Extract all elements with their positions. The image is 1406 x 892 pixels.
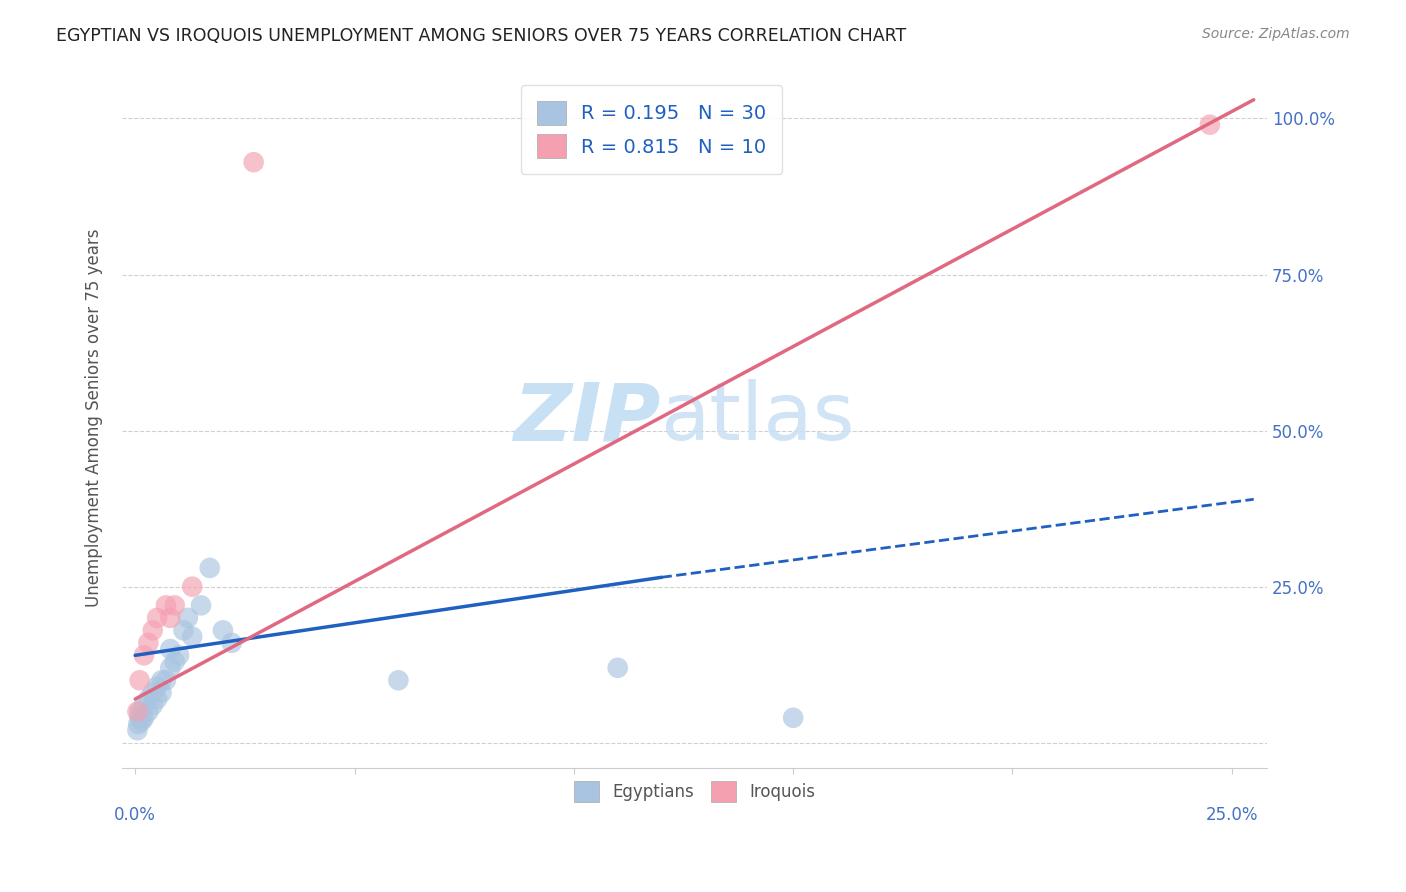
Point — [198, 561, 221, 575]
Point — [127, 705, 149, 719]
Point — [181, 580, 204, 594]
Point — [163, 655, 186, 669]
Legend: Egyptians, Iroquois: Egyptians, Iroquois — [567, 774, 821, 808]
Point — [138, 636, 160, 650]
Point — [127, 723, 149, 738]
Point — [146, 680, 169, 694]
Text: atlas: atlas — [661, 379, 855, 457]
Point — [142, 686, 165, 700]
Point — [159, 642, 181, 657]
Text: 0.0%: 0.0% — [114, 806, 156, 824]
Text: 25.0%: 25.0% — [1205, 806, 1258, 824]
Point — [155, 599, 177, 613]
Point — [181, 630, 204, 644]
Point — [138, 692, 160, 706]
Point — [132, 648, 155, 663]
Point — [163, 599, 186, 613]
Point — [132, 698, 155, 713]
Point — [128, 673, 150, 688]
Point — [142, 698, 165, 713]
Point — [782, 711, 804, 725]
Point — [128, 711, 150, 725]
Text: Source: ZipAtlas.com: Source: ZipAtlas.com — [1202, 27, 1350, 41]
Point — [167, 648, 190, 663]
Point — [128, 705, 150, 719]
Point — [132, 711, 155, 725]
Text: ZIP: ZIP — [513, 379, 661, 457]
Point — [131, 714, 153, 728]
Point — [150, 686, 173, 700]
Point — [212, 624, 235, 638]
Point — [159, 611, 181, 625]
Point — [155, 673, 177, 688]
Point — [142, 624, 165, 638]
Point — [159, 661, 181, 675]
Point — [387, 673, 409, 688]
Point — [606, 661, 628, 675]
Point — [127, 717, 149, 731]
Point — [177, 611, 200, 625]
Point — [221, 636, 243, 650]
Point — [146, 611, 169, 625]
Point — [146, 692, 169, 706]
Point — [190, 599, 212, 613]
Y-axis label: Unemployment Among Seniors over 75 years: Unemployment Among Seniors over 75 years — [86, 229, 103, 607]
Point — [138, 705, 160, 719]
Point — [1199, 118, 1222, 132]
Point — [242, 155, 264, 169]
Text: EGYPTIAN VS IROQUOIS UNEMPLOYMENT AMONG SENIORS OVER 75 YEARS CORRELATION CHART: EGYPTIAN VS IROQUOIS UNEMPLOYMENT AMONG … — [56, 27, 907, 45]
Point — [172, 624, 194, 638]
Point — [150, 673, 173, 688]
